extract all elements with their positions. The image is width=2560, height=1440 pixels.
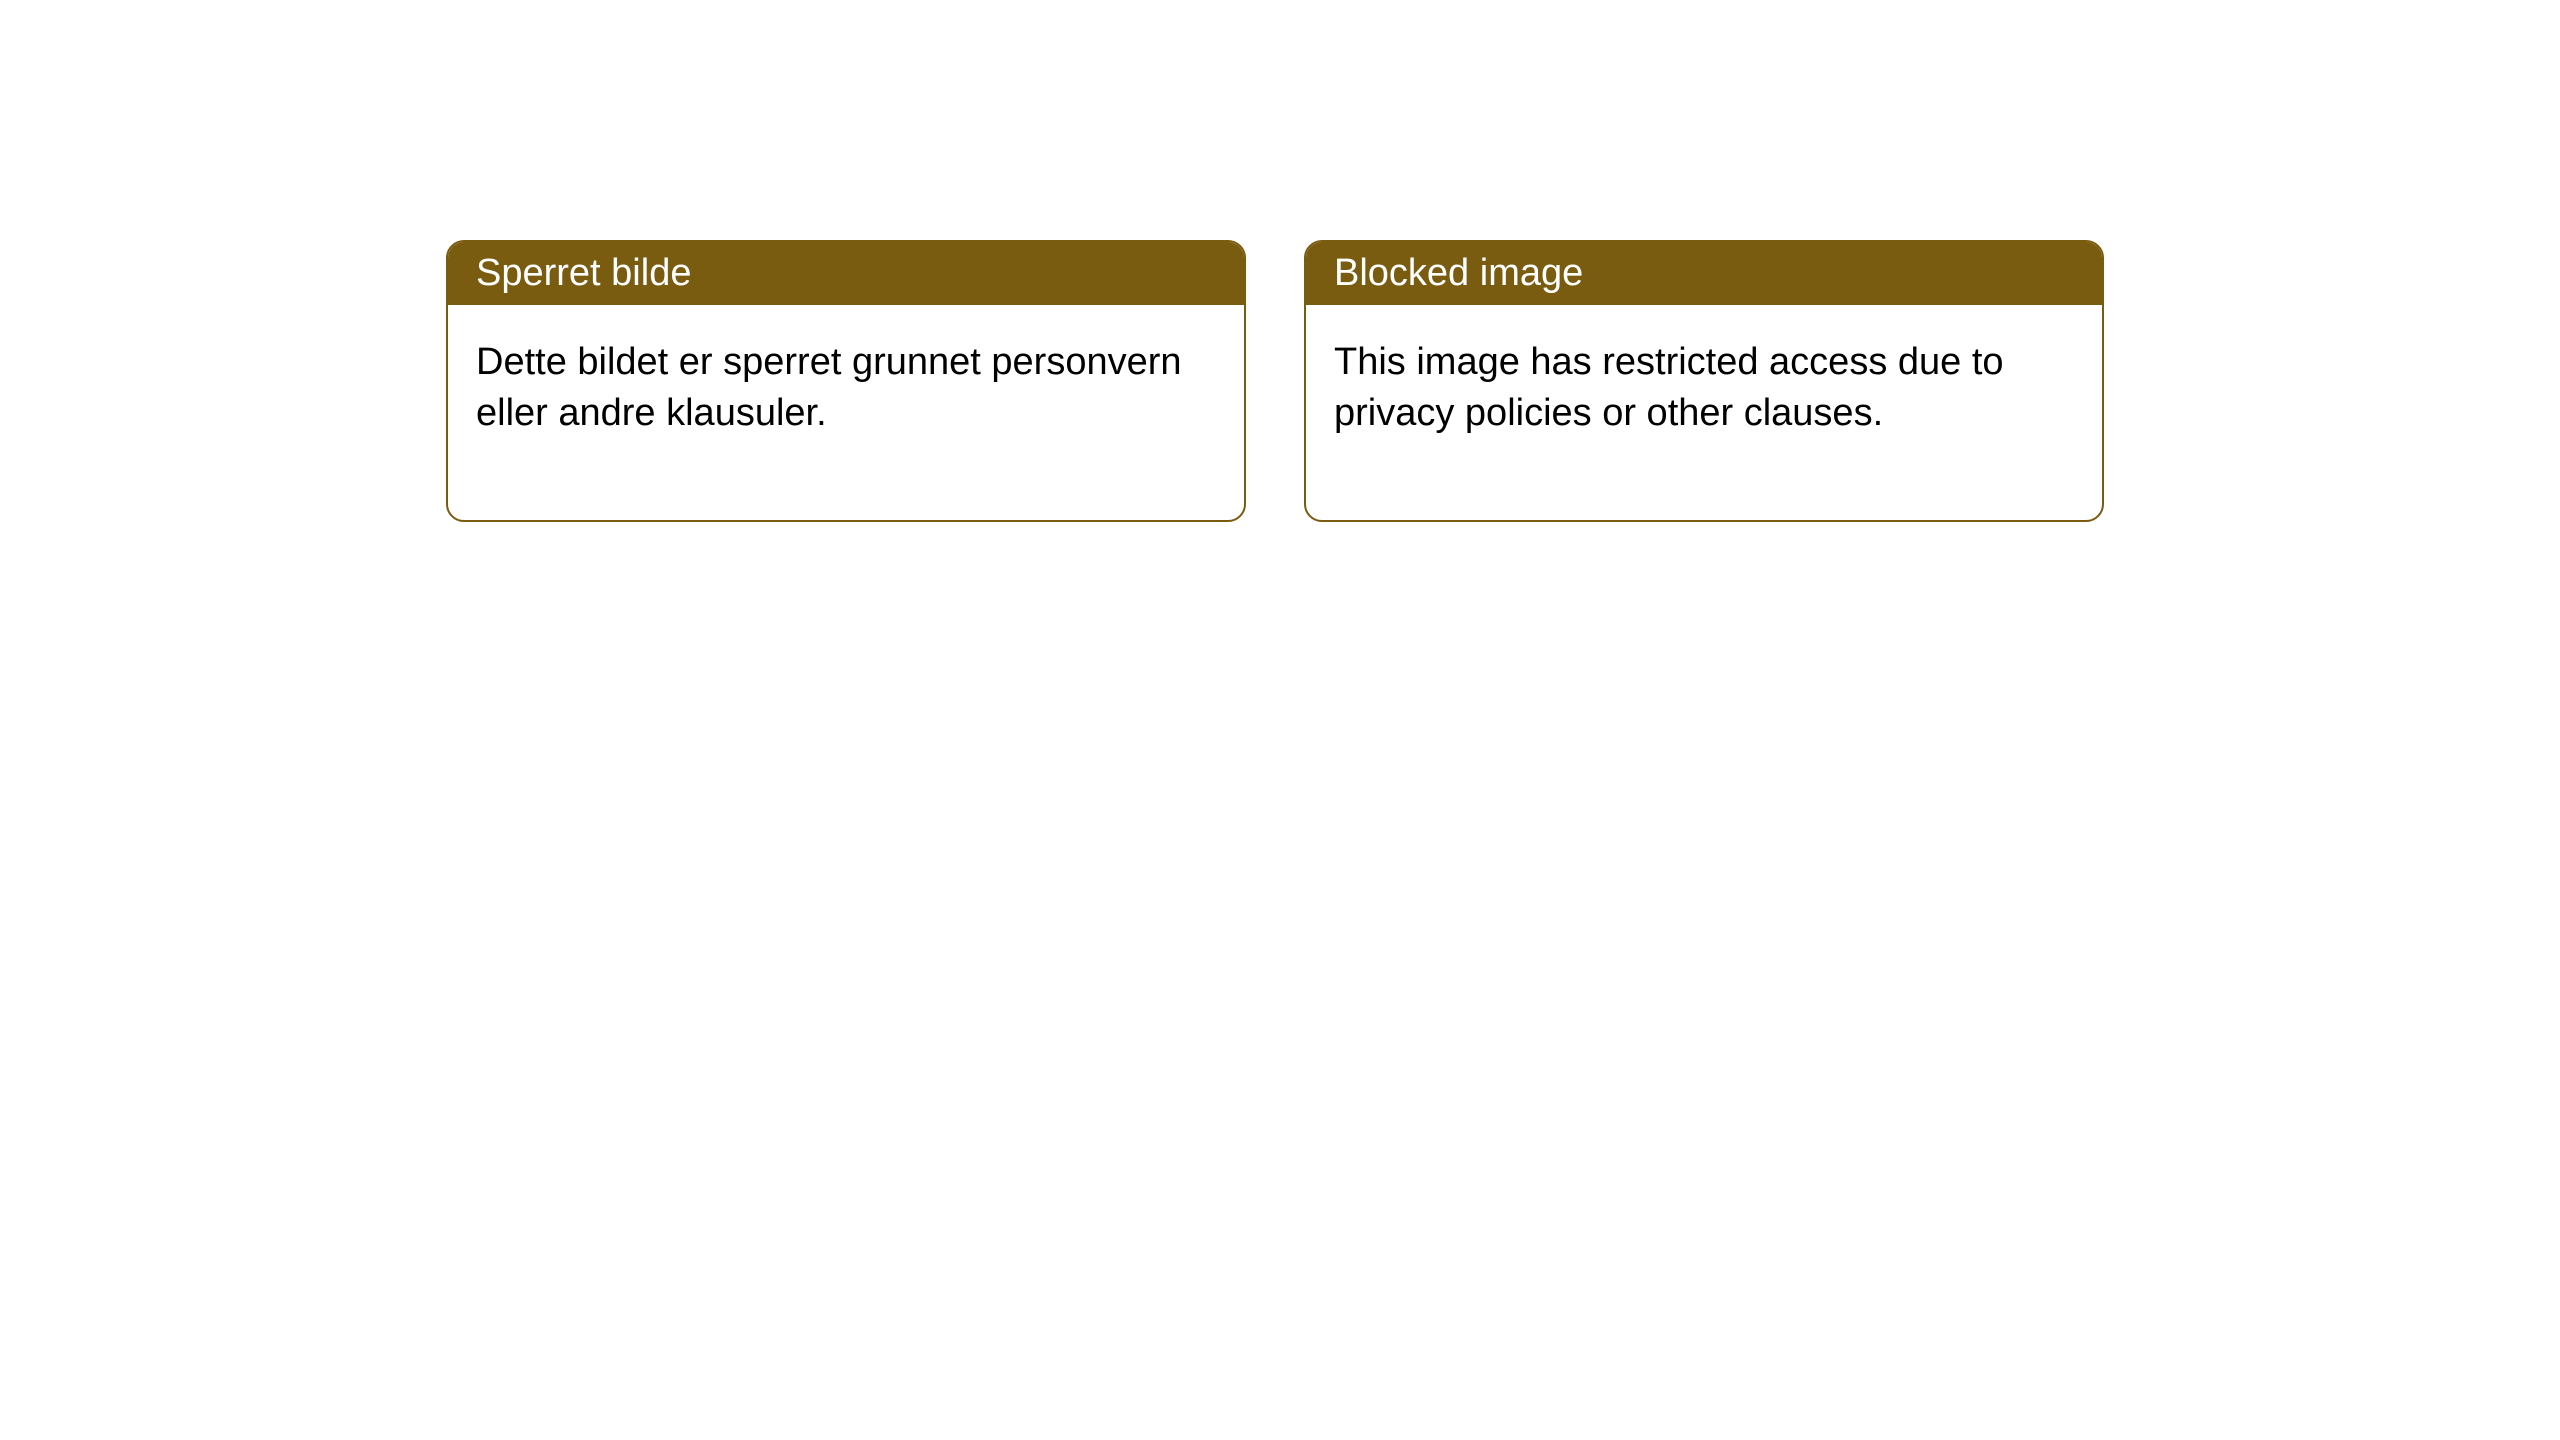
notice-container: Sperret bilde Dette bildet er sperret gr… (0, 0, 2560, 522)
notice-body-norwegian: Dette bildet er sperret grunnet personve… (448, 305, 1244, 520)
notice-title-norwegian: Sperret bilde (448, 242, 1244, 305)
notice-title-english: Blocked image (1306, 242, 2102, 305)
notice-card-norwegian: Sperret bilde Dette bildet er sperret gr… (446, 240, 1246, 522)
notice-body-english: This image has restricted access due to … (1306, 305, 2102, 520)
notice-card-english: Blocked image This image has restricted … (1304, 240, 2104, 522)
